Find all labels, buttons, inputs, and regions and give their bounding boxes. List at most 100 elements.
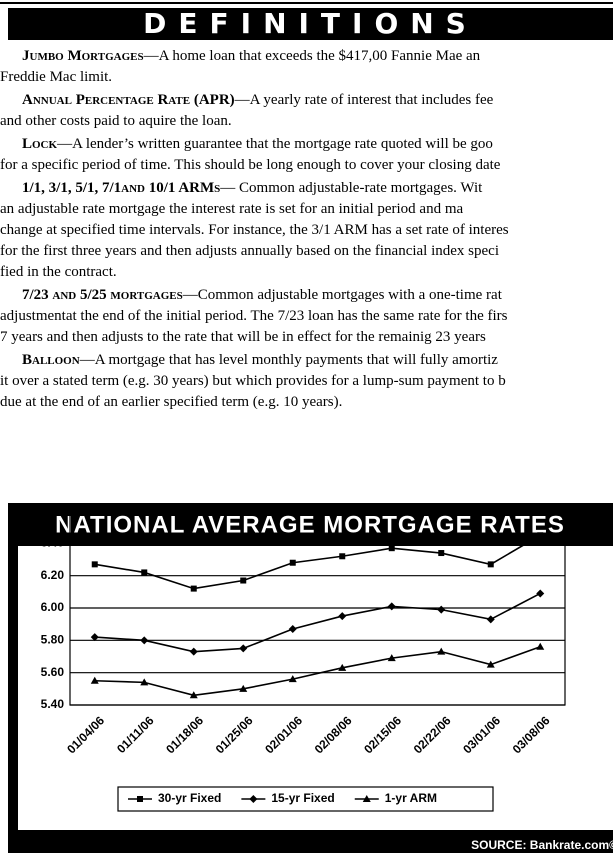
definition-text: change at specified time intervals. For …: [0, 222, 509, 238]
marker: [438, 550, 445, 557]
legend-label: 30-yr Fixed: [158, 791, 221, 805]
x-tick-label: 03/01/06: [460, 713, 503, 756]
chart-background: [8, 503, 613, 853]
marker: [536, 642, 545, 650]
marker: [91, 561, 98, 568]
definition-text: adjustmentat the end of the initial peri…: [0, 308, 508, 324]
marker: [487, 561, 494, 568]
definition-text: 7 years and then adjusts to the rate tha…: [0, 329, 486, 345]
definition-text: —A lender’s written guarantee that the m…: [57, 136, 493, 152]
definition-line: change at specified time intervals. For …: [0, 220, 613, 241]
marker: [338, 612, 347, 621]
marker: [437, 647, 446, 655]
marker: [387, 602, 396, 611]
definition-line: fied in the contract.: [0, 262, 613, 283]
definition-text: —Common adjustable mortgages with a one-…: [182, 287, 502, 303]
chart-title: NATIONAL AVERAGE MORTGAGE RATES: [55, 511, 565, 538]
y-tick-label: 6.20: [41, 568, 65, 582]
x-tick-label: 02/22/06: [411, 713, 454, 756]
y-tick-label: 6.40: [41, 536, 65, 550]
definition-text: Freddie Mac limit.: [0, 69, 113, 85]
marker: [141, 569, 148, 576]
legend-box: [117, 786, 494, 812]
marker: [339, 553, 346, 560]
definition-term: Jumbo Mortgages: [22, 48, 144, 64]
definition-line: 7/23 and 5/25 mortgages—Common adjustabl…: [0, 285, 613, 306]
x-tick-label: 02/15/06: [361, 713, 404, 756]
definition-line: for the first three years and then adjus…: [0, 241, 613, 262]
x-tick-label: 01/04/06: [64, 713, 107, 756]
definition-text: it over a stated term (e.g. 30 years) bu…: [0, 373, 506, 389]
chart-panel: [18, 546, 613, 830]
marker: [536, 589, 545, 598]
definition-text: for the first three years and then adjus…: [0, 243, 499, 259]
marker: [189, 647, 198, 656]
definition-line: for a specific period of time. This shou…: [0, 155, 613, 176]
definitions: Jumbo Mortgages—A home loan that exceeds…: [0, 46, 613, 415]
marker: [189, 691, 198, 699]
definition: Balloon—A mortgage that has level monthl…: [0, 350, 613, 413]
marker: [239, 644, 248, 653]
definition-term: Lock: [22, 136, 58, 152]
marker: [362, 795, 371, 802]
marker: [190, 585, 197, 592]
marker: [388, 545, 395, 552]
legend-label: 15-yr Fixed: [271, 791, 334, 805]
marker: [288, 625, 297, 634]
y-tick-label: 5.60: [41, 665, 65, 679]
marker: [486, 660, 495, 668]
marker: [537, 532, 544, 539]
definition-line: 7 years and then adjusts to the rate tha…: [0, 327, 613, 348]
marker: [90, 633, 99, 642]
y-tick-label: 6.00: [41, 600, 65, 614]
definition: 1/1, 3/1, 5/1, 7/1and 10/1 ARMs— Common …: [0, 178, 613, 283]
x-tick-label: 01/11/06: [114, 713, 157, 756]
marker: [90, 676, 99, 684]
marker: [288, 675, 297, 683]
definition-text: —A home loan that exceeds the $417,00 Fa…: [143, 48, 481, 64]
definition-text: fied in the contract.: [0, 264, 117, 280]
definition-term: Balloon: [22, 352, 80, 368]
definition-line: 1/1, 3/1, 5/1, 7/1and 10/1 ARMs— Common …: [0, 178, 613, 199]
source: SOURCE: Bankrate.com©: [471, 838, 613, 852]
series-line: [94, 646, 541, 697]
x-tick-label: 03/08/06: [510, 713, 553, 756]
x-tick-label: 02/08/06: [312, 713, 355, 756]
definition-term: 1/1, 3/1, 5/1, 7/1and 10/1 ARMs: [22, 180, 221, 196]
definition-line: Freddie Mac limit.: [0, 67, 613, 88]
definition: Jumbo Mortgages—A home loan that exceeds…: [0, 46, 613, 88]
marker: [239, 684, 248, 692]
legend-label: 1-yr ARM: [385, 791, 437, 805]
definition-line: due at the end of an earlier specified t…: [0, 392, 613, 413]
definition-text: —A yearly rate of interest that includes…: [234, 92, 494, 108]
marker: [437, 605, 446, 614]
series-line: [94, 592, 541, 653]
plot-border: [69, 510, 566, 706]
y-tick-label: 5.40: [41, 697, 65, 711]
y-tick-label: 6.60: [41, 503, 65, 517]
definition-text: for a specific period of time. This shou…: [0, 157, 501, 173]
definition-text: and other costs paid to aquire the loan.: [0, 113, 232, 129]
definition-term: Annual Percentage Rate (APR): [22, 92, 235, 108]
x-tick-label: 01/18/06: [163, 713, 206, 756]
definition-line: adjustmentat the end of the initial peri…: [0, 306, 613, 327]
definition-line: Lock—A lender’s written guarantee that t…: [0, 134, 613, 155]
marker: [240, 577, 247, 584]
definition-text: —A mortgage that has level monthly payme…: [79, 352, 498, 368]
marker: [289, 559, 296, 566]
series-line: [94, 534, 541, 590]
x-tick-label: 02/01/06: [262, 713, 305, 756]
definition: Lock—A lender’s written guarantee that t…: [0, 134, 613, 176]
definition-term: 7/23 and 5/25 mortgages: [22, 287, 183, 303]
rule: [0, 2, 613, 4]
definition-line: Jumbo Mortgages—A home loan that exceeds…: [0, 46, 613, 67]
marker: [387, 654, 396, 662]
section-header: DEFINITIONS: [8, 8, 613, 40]
marker: [338, 663, 347, 671]
definition: 7/23 and 5/25 mortgages—Common adjustabl…: [0, 285, 613, 348]
definition-line: it over a stated term (e.g. 30 years) bu…: [0, 371, 613, 392]
definition-line: an adjustable rate mortgage the interest…: [0, 199, 613, 220]
marker: [486, 615, 495, 624]
definition-text: — Common adjustable-rate mortgages. Wit: [220, 180, 483, 196]
